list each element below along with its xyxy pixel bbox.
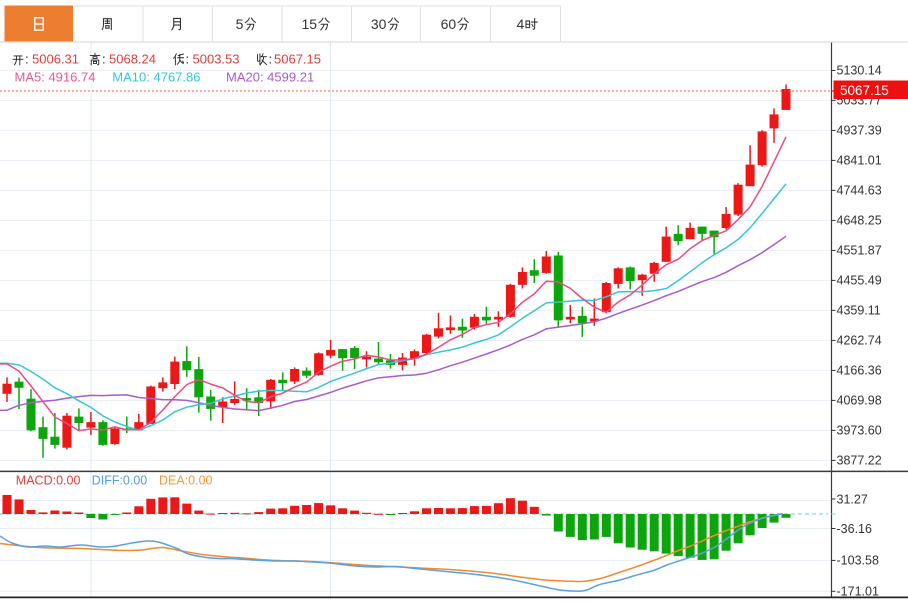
- svg-text:4841.01: 4841.01: [837, 154, 882, 168]
- svg-text:-171.01: -171.01: [837, 585, 879, 599]
- svg-text:5: 5: [236, 16, 244, 32]
- svg-text:4069.98: 4069.98: [837, 394, 882, 408]
- svg-text:4648.25: 4648.25: [837, 214, 882, 228]
- svg-text:4551.87: 4551.87: [837, 244, 882, 258]
- svg-text:15: 15: [302, 16, 318, 32]
- svg-text:5006.31: 5006.31: [32, 52, 79, 67]
- svg-text:MA20: 4599.21: MA20: 4599.21: [226, 70, 314, 85]
- svg-text::: :: [186, 52, 190, 67]
- svg-text:DEA:0.00: DEA:0.00: [159, 474, 213, 488]
- svg-text:MA10: 4767.86: MA10: 4767.86: [112, 70, 200, 85]
- svg-text:5067.15: 5067.15: [840, 83, 889, 98]
- svg-text:5068.24: 5068.24: [109, 52, 156, 67]
- svg-text:4937.39: 4937.39: [837, 124, 882, 138]
- svg-text:5003.53: 5003.53: [193, 52, 240, 67]
- svg-text::: :: [269, 52, 273, 67]
- svg-text:3877.22: 3877.22: [837, 454, 882, 468]
- svg-text:31.27: 31.27: [837, 492, 868, 506]
- svg-text:MA5: 4916.74: MA5: 4916.74: [15, 70, 96, 85]
- svg-text:4455.49: 4455.49: [837, 274, 882, 288]
- svg-text:5067.15: 5067.15: [274, 52, 321, 67]
- svg-text:-103.58: -103.58: [837, 554, 879, 568]
- svg-text::: :: [25, 52, 29, 67]
- svg-text:60: 60: [441, 16, 457, 32]
- svg-text:-36.16: -36.16: [837, 522, 872, 536]
- svg-text:5130.14: 5130.14: [837, 64, 882, 78]
- svg-text:4359.11: 4359.11: [837, 304, 881, 318]
- svg-text:30: 30: [371, 16, 387, 32]
- svg-text:MACD:0.00: MACD:0.00: [16, 474, 81, 488]
- svg-text:4166.36: 4166.36: [837, 364, 882, 378]
- svg-text:DIFF:0.00: DIFF:0.00: [92, 474, 148, 488]
- svg-text:4: 4: [517, 16, 525, 32]
- svg-text:3973.60: 3973.60: [837, 424, 882, 438]
- svg-text:4262.74: 4262.74: [837, 334, 882, 348]
- svg-text:4744.63: 4744.63: [837, 184, 882, 198]
- svg-text::: :: [102, 52, 106, 67]
